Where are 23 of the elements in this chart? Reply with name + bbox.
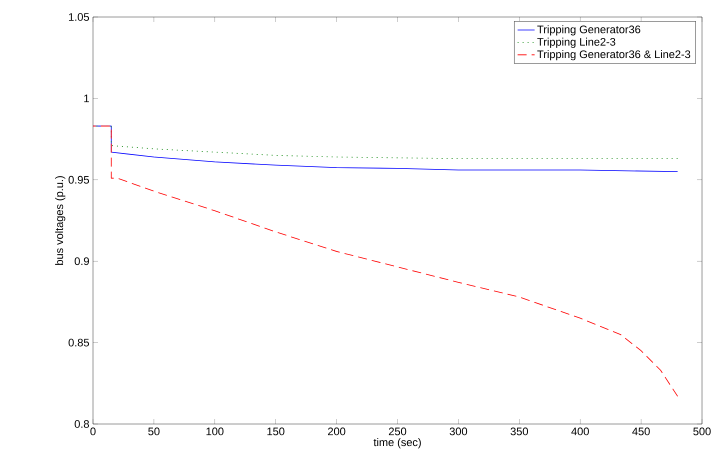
x-tick-label: 250 <box>388 428 406 436</box>
x-tick-label: 100 <box>206 428 224 436</box>
legend-label: Tripping Generator36 <box>537 25 640 36</box>
y-tick-label: 1 <box>84 94 89 102</box>
x-tick-label: 500 <box>693 428 711 436</box>
y-tick-label: 0.9 <box>74 257 89 266</box>
x-tick-label: 0 <box>90 428 96 436</box>
y-tick-label: 1.05 <box>68 13 90 21</box>
x-tick-label: 350 <box>510 428 528 436</box>
legend-label: Tripping Generator36 & Line2-3 <box>537 50 690 60</box>
y-tick-label: 0.8 <box>74 420 89 428</box>
y-axis-title: bus voltages (p.u.) <box>55 176 66 265</box>
x-tick-label: 150 <box>267 428 284 436</box>
x-tick-label: 400 <box>571 428 589 436</box>
y-tick-label: 0.95 <box>68 176 90 184</box>
y-tick-label: 0.85 <box>68 338 90 346</box>
x-tick-label: 300 <box>450 428 468 436</box>
x-tick-label: 50 <box>148 428 160 436</box>
line-series <box>93 126 678 172</box>
x-tick-label: 200 <box>328 428 346 436</box>
x-axis-title: time (sec) <box>374 438 421 448</box>
legend-label: Tripping Line2-3 <box>537 38 616 48</box>
x-tick-label: 450 <box>632 428 650 436</box>
